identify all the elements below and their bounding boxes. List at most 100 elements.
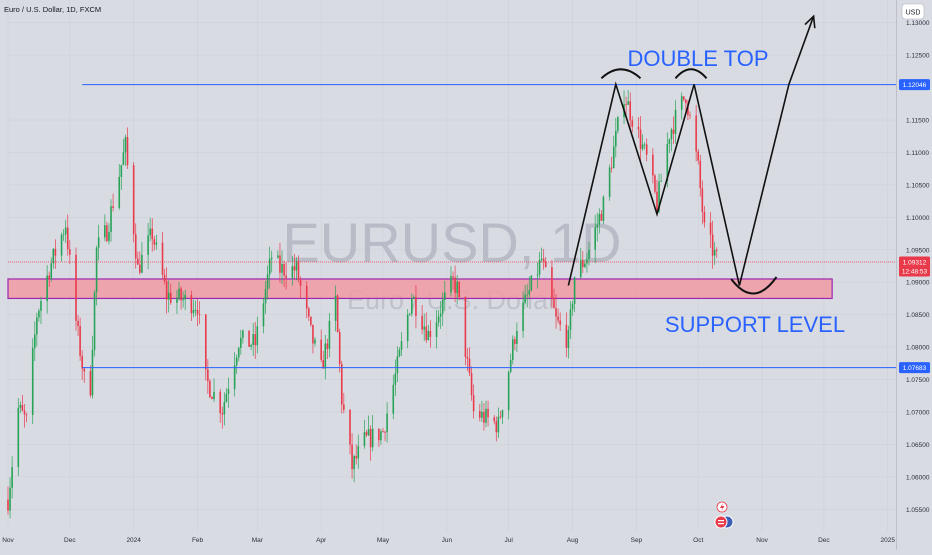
candle-body <box>110 206 112 232</box>
candle <box>219 388 222 423</box>
candle-body <box>240 337 242 348</box>
candle-body <box>367 429 370 436</box>
candle <box>48 271 51 287</box>
flag-event-icon[interactable] <box>714 515 734 529</box>
candle <box>538 252 541 278</box>
candle <box>551 259 553 308</box>
candle-body <box>680 96 683 110</box>
candle <box>169 283 172 305</box>
candle <box>557 308 559 324</box>
candle-body <box>299 279 302 286</box>
candle <box>233 352 236 397</box>
candle <box>19 401 22 414</box>
candle <box>411 293 413 317</box>
price-tick-label: 1.10000 <box>906 215 930 222</box>
candle-body <box>198 314 201 316</box>
candle <box>516 322 518 353</box>
candle-body <box>378 428 380 441</box>
candle-body <box>695 115 697 152</box>
candle <box>629 92 632 131</box>
candle <box>322 350 325 369</box>
candle-body <box>526 294 529 296</box>
candle-body <box>167 292 170 300</box>
candle-body <box>699 160 702 189</box>
candle <box>639 116 642 164</box>
current-price-label: 1.09312 <box>903 259 927 266</box>
chart-title: Euro / U.S. Dollar, 1D, FXCM <box>4 5 101 14</box>
event-markers[interactable] <box>714 501 734 529</box>
candle <box>351 433 353 479</box>
candle-body <box>310 316 312 325</box>
candle-body <box>598 214 601 225</box>
candle-body <box>182 299 184 301</box>
candle <box>308 306 310 321</box>
candle-body <box>233 365 236 390</box>
candle-body <box>421 315 423 330</box>
candle-body <box>435 322 438 338</box>
candle-body <box>322 359 325 369</box>
candle <box>178 281 180 301</box>
candle <box>396 346 399 382</box>
candle-body <box>573 277 576 305</box>
candle <box>112 193 114 212</box>
candle <box>324 335 327 380</box>
candle <box>310 316 312 327</box>
candle-body <box>97 237 100 248</box>
candle <box>198 301 201 325</box>
time-tick-label: 2024 <box>126 537 141 544</box>
candle <box>495 416 498 442</box>
candle <box>497 407 500 438</box>
candle <box>555 294 557 329</box>
candle <box>481 400 483 423</box>
candle <box>625 96 627 117</box>
candle-body <box>48 275 51 279</box>
candle-body <box>441 299 444 314</box>
candle <box>7 486 9 515</box>
double-top-right-arc <box>674 68 708 79</box>
candle <box>507 370 510 420</box>
candle <box>699 154 702 197</box>
candle <box>386 402 388 443</box>
candle <box>423 313 425 341</box>
candle-body <box>542 258 545 262</box>
candle-body <box>493 417 496 422</box>
candle-body <box>396 356 399 374</box>
currency-button[interactable]: USD <box>901 3 925 20</box>
candle-body <box>149 228 151 236</box>
candle <box>279 242 281 283</box>
price-axis[interactable]: 1.13000 1.12500 1.11500 1.11000 1.10500 1.100… <box>906 20 930 514</box>
time-axis[interactable]: Nov Dec 2024 Feb Mar Apr May Jun Jul Aug Sep Oct Nov… <box>2 537 895 544</box>
candle <box>194 300 197 317</box>
candle-body <box>190 294 193 314</box>
candle <box>137 251 139 265</box>
candle-body <box>293 266 296 271</box>
candle-body <box>614 131 617 147</box>
candle <box>153 235 156 251</box>
candle-body <box>487 408 489 418</box>
level-badge-bg <box>899 362 930 374</box>
candle <box>571 300 574 316</box>
candle <box>713 241 716 265</box>
candle-body <box>38 310 40 318</box>
candle <box>21 395 24 412</box>
candle-body <box>147 235 149 255</box>
lightning-event-icon[interactable] <box>716 501 728 513</box>
price-tick-label: 1.08000 <box>906 345 930 352</box>
candle-body <box>392 384 395 414</box>
candle-body <box>221 413 224 415</box>
candle <box>33 321 36 362</box>
candle-body <box>122 152 125 165</box>
candle-body <box>336 295 339 332</box>
candle <box>540 247 543 263</box>
candle <box>108 223 110 245</box>
candle-body <box>155 242 158 245</box>
candle-body <box>21 404 24 411</box>
candle-body <box>108 231 110 242</box>
candle-body <box>134 234 137 259</box>
candle <box>141 242 143 274</box>
candle-body <box>237 347 240 358</box>
currency-label[interactable]: USD <box>906 10 921 17</box>
candle-body <box>95 247 98 293</box>
candle-body <box>429 330 432 338</box>
